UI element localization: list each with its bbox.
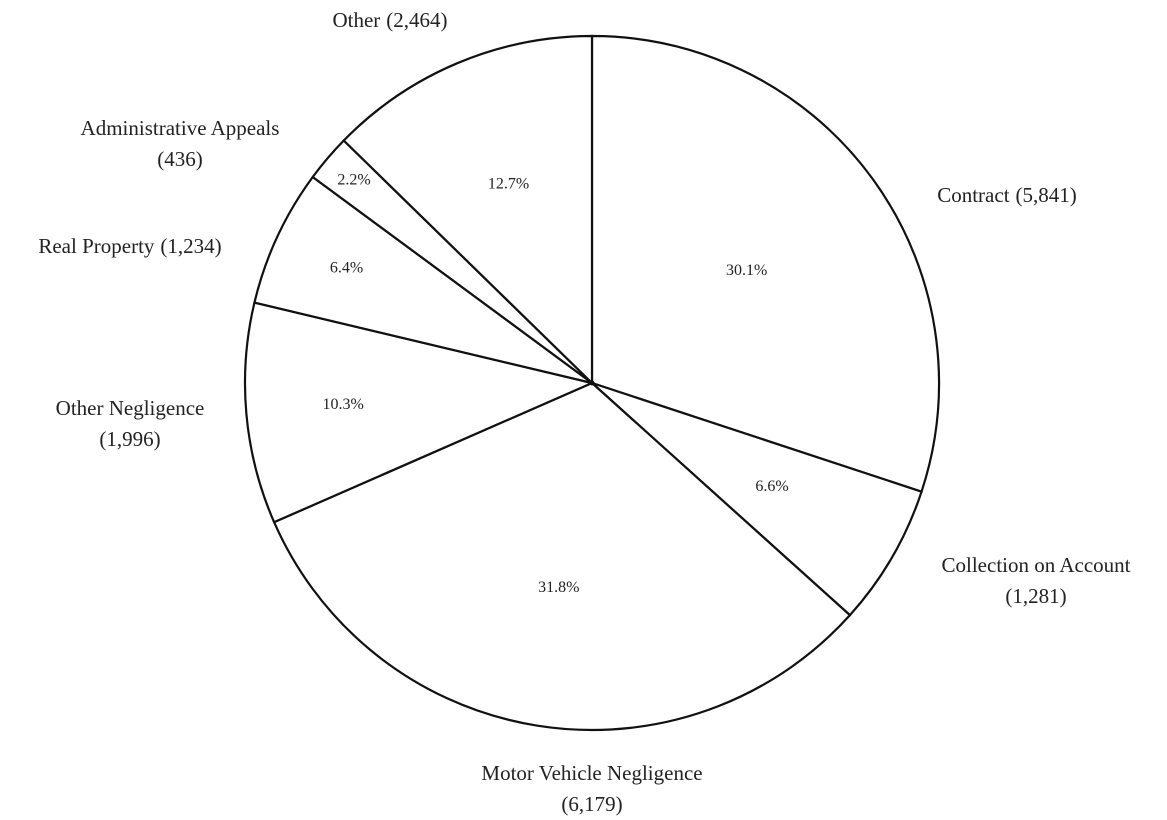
slice-category: Other — [332, 8, 380, 32]
slice-count: (1,234) — [160, 234, 221, 258]
pie-slice — [243, 301, 596, 524]
slice-percent-label: 12.7% — [488, 175, 529, 192]
slice-percent-label: 6.4% — [330, 260, 363, 277]
slice-label: Other (2,464) — [332, 8, 447, 32]
slice-label: Collection on Account (1,281) — [942, 553, 1131, 608]
slice-percent-label: 30.1% — [726, 262, 767, 279]
slice-label: Administrative Appeals (436) — [81, 116, 280, 171]
slice-count: (1,996) — [99, 427, 160, 451]
slice-count: (5,841) — [1016, 183, 1077, 207]
slice-category: Administrative Appeals — [81, 116, 280, 140]
slice-label: Other Negligence (1,996) — [56, 396, 205, 451]
pie-slice — [272, 381, 852, 732]
slice-category: Real Property — [38, 234, 155, 258]
slice-count: (2,464) — [386, 8, 447, 32]
slice-category: Collection on Account — [942, 553, 1131, 577]
pie-center — [589, 380, 595, 386]
slice-count: (1,281) — [1005, 584, 1066, 608]
slice-count: (436) — [157, 147, 203, 171]
slice-label: Motor Vehicle Negligence (6,179) — [481, 761, 702, 816]
slice-category: Contract — [937, 183, 1009, 207]
slice-percent-label: 6.6% — [755, 478, 788, 495]
pie-slice — [591, 381, 923, 617]
slice-label: Contract (5,841) — [937, 183, 1077, 207]
slice-percent-label: 2.2% — [337, 171, 370, 188]
pie-slice — [342, 34, 594, 386]
slice-percent-label: 10.3% — [322, 396, 363, 413]
pie-slice — [253, 175, 593, 385]
slice-percent-label: 31.8% — [538, 579, 579, 596]
slice-count: (6,179) — [561, 792, 622, 816]
slice-category: Other Negligence — [56, 396, 205, 420]
pie-slice — [590, 34, 941, 494]
slice-label: Real Property (1,234) — [38, 234, 221, 258]
slice-category: Motor Vehicle Negligence — [481, 761, 702, 785]
